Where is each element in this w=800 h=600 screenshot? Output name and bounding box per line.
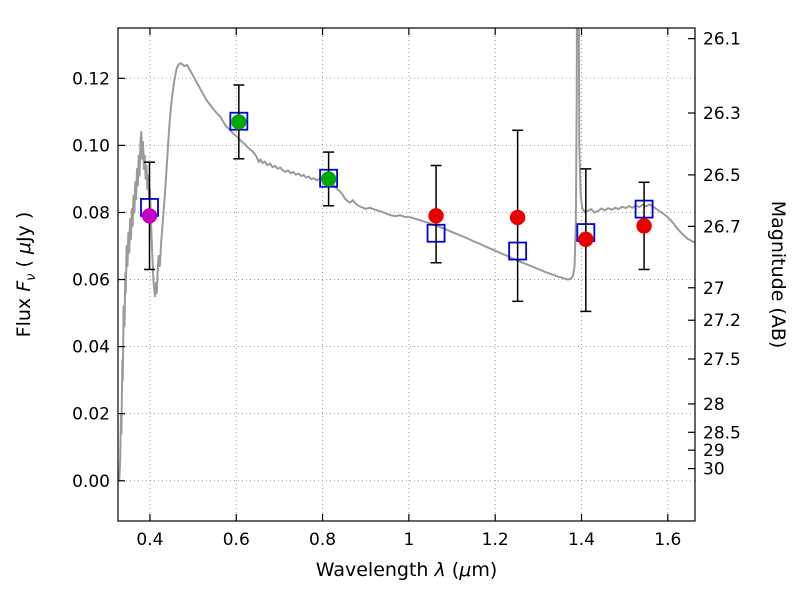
y-tick-label-right: 26.5 <box>703 166 741 186</box>
x-tick-label: 1.2 <box>482 530 509 550</box>
tick-labels: 0.4 0.6 0.8 1 1.2 1.4 1.6 0.00 0.02 0.04 0.06 0.08 0… <box>72 30 741 550</box>
x-axis-label: Wavelength λ (μm) <box>316 559 497 581</box>
y-tick-label-right: 27.5 <box>703 350 741 370</box>
y-tick-label-right: 29 <box>703 441 725 461</box>
y-tick-label-right: 27 <box>703 279 725 299</box>
axis-ticks <box>118 28 695 521</box>
observed-photometry-circle <box>231 114 247 130</box>
observed-photometry-circle <box>141 208 158 224</box>
x-tick-label: 1.4 <box>568 530 595 550</box>
y-tick-label-left: 0.10 <box>72 136 110 156</box>
x-tick-label: 0.6 <box>223 530 250 550</box>
y-tick-label-left: 0.02 <box>72 405 110 425</box>
observed-photometry-circle <box>636 218 652 234</box>
observed-photometry-circle <box>509 209 526 226</box>
x-tick-label: 0.4 <box>136 530 163 550</box>
y-axis-label-right: Magnitude (AB) <box>767 201 789 349</box>
y-tick-label-left: 0.04 <box>72 338 110 358</box>
x-tick-label: 1 <box>403 530 414 550</box>
spectrum-group <box>118 28 695 481</box>
y-tick-label-right: 27.2 <box>703 311 741 331</box>
y-tick-label-right: 30 <box>703 460 725 480</box>
y-tick-label-left: 0.06 <box>72 271 110 291</box>
y-tick-label-left: 0.08 <box>72 203 110 223</box>
observed-photometry-circle <box>578 231 594 247</box>
grid-lines <box>118 28 695 521</box>
y-tick-label-right: 28.5 <box>703 423 741 443</box>
observed-photometry-circle <box>320 171 337 187</box>
observed-photometry-circle <box>428 208 444 224</box>
observed-photometry-points <box>141 114 652 247</box>
x-tick-label: 0.8 <box>309 530 336 550</box>
y-tick-label-right: 28 <box>703 395 725 415</box>
model-spectrum-line <box>118 28 695 481</box>
axis-frame <box>117 27 696 522</box>
y-axis-label-left: Flux Fν ( μJy ) <box>13 212 39 338</box>
y-tick-label-right: 26.1 <box>703 30 741 50</box>
y-tick-label-left: 0.12 <box>72 69 110 89</box>
y-tick-label-left: 0.00 <box>72 472 110 492</box>
x-tick-label: 1.6 <box>654 530 681 550</box>
y-tick-label-right: 26.3 <box>703 104 741 124</box>
y-tick-label-right: 26.7 <box>703 217 741 237</box>
